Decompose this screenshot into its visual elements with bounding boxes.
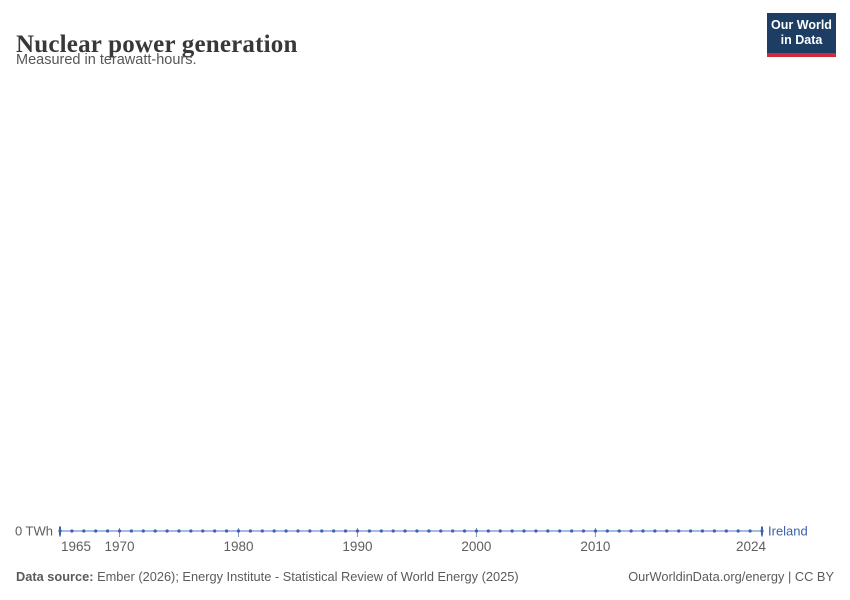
data-point [177,529,181,533]
owid-logo-line1: Our World [771,18,832,32]
data-source-line[interactable]: Data source: Ember (2026); Energy Instit… [16,569,519,584]
data-point [236,529,241,533]
credit-link[interactable]: OurWorldinData.org/energy | CC BY [628,569,834,584]
data-point [629,529,633,533]
data-source-text: Ember (2026); Energy Institute - Statist… [93,569,519,584]
data-point [165,529,169,533]
data-point [558,529,562,533]
data-point [105,529,110,533]
data-point [272,529,276,533]
data-point [570,529,574,533]
owid-logo-redbar [767,53,836,57]
series-label: Ireland [768,524,808,539]
data-point [665,529,669,533]
data-point [451,529,455,533]
data-point [94,529,98,533]
data-point [427,529,431,533]
data-point [379,529,383,533]
x-tick-label: 2000 [461,539,491,554]
data-point [653,529,657,533]
data-point [82,529,86,533]
data-point [260,529,264,533]
data-point [70,529,74,533]
chart-title: Nuclear power generation [16,30,298,58]
data-point [462,529,467,533]
data-point [201,529,205,533]
owid-logo-background: Our World in Data [767,13,836,53]
data-point [534,529,538,533]
data-point [748,529,752,533]
data-point [689,529,693,533]
data-point [474,529,479,533]
data-point [593,529,598,533]
data-point [522,529,526,533]
data-point [296,529,300,533]
data-point [355,529,360,533]
data-point [641,529,645,533]
data-point [439,529,443,533]
y-axis-label: 0 TWh [15,524,53,539]
data-point [498,529,502,533]
x-tick-label: 1980 [223,539,253,554]
data-point [332,529,336,533]
data-point [415,529,419,533]
data-point [736,529,740,533]
data-source-label: Data source: [16,569,94,584]
data-point [546,529,550,533]
data-point [391,529,395,533]
data-point [248,529,252,533]
x-tick-label: 1990 [342,539,372,554]
data-point [605,529,609,533]
x-tick-label: 1965 [61,539,91,554]
chart-footer: Data source: Ember (2026); Energy Instit… [16,569,834,584]
data-point [724,529,728,533]
data-point [129,529,133,533]
data-point [224,529,229,533]
owid-logo[interactable]: Our World in Data [767,13,836,57]
data-point [712,529,717,533]
data-point [343,529,348,533]
data-point [189,529,193,533]
data-point [117,529,122,533]
data-point [308,529,312,533]
x-tick-label: 2024 [736,539,767,554]
data-point [617,529,621,533]
x-tick-label: 1970 [104,539,134,554]
data-point [284,529,288,533]
data-point [581,529,586,533]
data-point [367,529,371,533]
data-point [153,529,157,533]
chart-subtitle: Measured in terawatt-hours. [16,52,197,68]
data-point [320,529,324,533]
data-point [141,529,145,533]
owid-logo-line2: in Data [780,33,823,47]
data-point [403,529,407,533]
x-tick-label: 2010 [580,539,610,554]
data-point [510,529,514,533]
data-point [700,529,705,533]
data-point [486,529,490,533]
data-point [213,529,217,533]
data-point [677,529,681,533]
